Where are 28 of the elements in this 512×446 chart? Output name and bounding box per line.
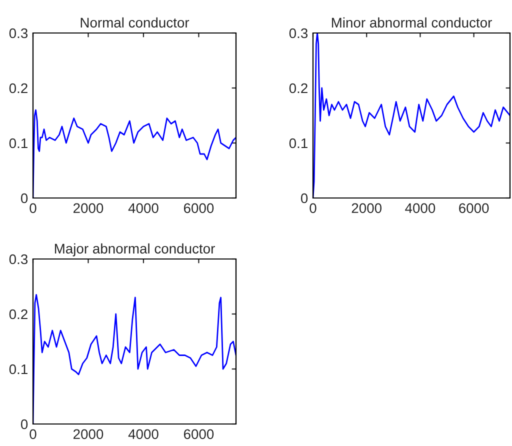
line-series	[313, 33, 510, 198]
x-tick-label: 0	[30, 429, 36, 440]
x-tick-label: 4000	[405, 203, 436, 214]
y-tick-label: 0	[20, 193, 28, 204]
x-tick-label: 0	[30, 203, 36, 214]
y-tick-label: 0.3	[9, 254, 28, 264]
y-tick-label: 0.2	[9, 83, 28, 94]
x-tick-label: 6000	[459, 203, 489, 214]
y-tick-label: 0.2	[9, 309, 28, 320]
y-tick-label: 0.1	[9, 364, 28, 374]
y-tick-label: 0.1	[9, 138, 28, 148]
x-tick-label: 2000	[73, 429, 104, 440]
chart-title: Normal conductor	[80, 17, 190, 28]
chart-title: Minor abnormal conductor	[332, 17, 492, 28]
x-tick-label: 0	[310, 203, 316, 214]
x-tick-label: 2000	[73, 203, 104, 214]
chart-title: Major abnormal conductor	[54, 243, 215, 256]
y-tick-label: 0	[20, 419, 28, 430]
x-tick-label: 4000	[128, 203, 158, 214]
y-tick-label: 0	[300, 193, 308, 204]
y-tick-label: 0.3	[9, 28, 28, 38]
y-tick-label: 0.2	[289, 83, 308, 94]
x-tick-label: 2000	[352, 203, 382, 214]
x-tick-label: 4000	[128, 429, 158, 440]
x-tick-label: 6000	[184, 203, 214, 214]
y-tick-label: 0.1	[289, 138, 308, 148]
y-tick-label: 0.3	[289, 28, 308, 38]
x-tick-label: 6000	[184, 429, 214, 440]
